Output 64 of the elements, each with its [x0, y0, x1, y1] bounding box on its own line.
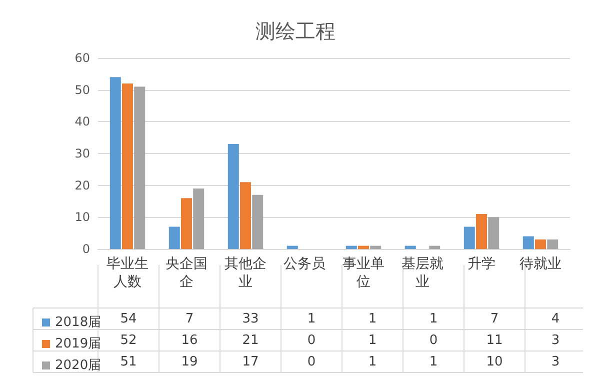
x-tick-label: 基层就业 — [402, 256, 444, 290]
legend-label: 2019届 — [55, 336, 102, 352]
bar — [228, 144, 239, 249]
y-tick-label: 50 — [74, 82, 90, 97]
bar — [134, 86, 146, 249]
data-label: 3 — [551, 332, 560, 348]
bar — [370, 246, 382, 249]
bar — [429, 246, 440, 249]
data-label: 10 — [486, 354, 503, 370]
data-label: 21 — [242, 332, 259, 348]
data-label: 7 — [490, 311, 499, 326]
x-tick-label: 公务员 — [284, 256, 326, 272]
bar — [404, 246, 416, 249]
data-label: 1 — [307, 311, 316, 326]
bar — [358, 246, 369, 249]
bar — [252, 194, 264, 249]
data-label: 17 — [242, 354, 259, 370]
y-tick-label: 0 — [82, 242, 90, 256]
data-label: 7 — [185, 311, 194, 326]
bar — [168, 226, 180, 249]
data-label: 19 — [181, 354, 198, 370]
data-label: 0 — [429, 332, 438, 348]
x-tick-label: 毕业生人数 — [106, 256, 148, 290]
bar — [522, 236, 534, 249]
data-label: 1 — [429, 311, 438, 326]
bar — [240, 182, 251, 249]
bar — [535, 239, 546, 249]
data-label: 16 — [181, 332, 198, 348]
x-tick-label: 待就业 — [520, 256, 562, 272]
bar — [286, 246, 298, 249]
data-label: 54 — [120, 311, 137, 326]
data-label: 1 — [429, 354, 438, 370]
data-label: 3 — [551, 354, 560, 370]
data-label: 1 — [368, 311, 377, 326]
legend-label: 2018届 — [55, 315, 102, 330]
x-tick-label: 事业单位 — [342, 256, 384, 290]
bar — [181, 198, 192, 249]
bar — [476, 214, 487, 249]
data-label: 51 — [120, 354, 137, 370]
bar — [488, 217, 500, 249]
y-tick-label: 20 — [74, 178, 90, 192]
data-label: 0 — [307, 332, 316, 348]
x-tick-label: 升学 — [468, 256, 496, 272]
bar — [122, 83, 133, 249]
data-label: 33 — [242, 311, 259, 326]
data-label: 52 — [120, 332, 137, 348]
x-tick-label: 央企国企 — [166, 256, 208, 290]
bar — [193, 188, 204, 249]
data-label: 4 — [551, 311, 560, 326]
chart-title: 测绘工程 — [256, 19, 336, 43]
data-label: 1 — [368, 332, 377, 348]
bar — [110, 77, 121, 249]
y-tick-label: 30 — [74, 146, 90, 160]
y-tick-label: 40 — [74, 114, 90, 129]
bar — [547, 239, 558, 249]
y-tick-label: 10 — [74, 210, 90, 224]
data-label: 1 — [368, 354, 377, 370]
bar — [346, 246, 357, 249]
bar — [464, 226, 475, 249]
data-label: 0 — [307, 354, 316, 370]
y-tick-label: 60 — [74, 51, 90, 65]
x-tick-label: 其他企业 — [224, 256, 266, 290]
data-label: 11 — [486, 332, 503, 348]
legend-label: 2020届 — [55, 358, 102, 373]
